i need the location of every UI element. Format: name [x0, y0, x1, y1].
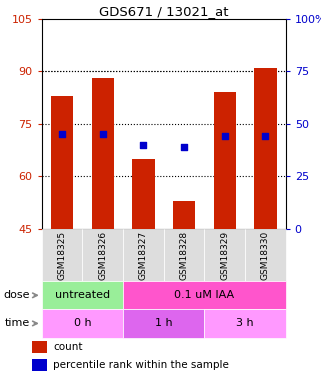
Bar [164, 229, 204, 281]
Point [181, 144, 187, 150]
Text: GSM18330: GSM18330 [261, 230, 270, 280]
Bar [91, 78, 114, 229]
Point [263, 134, 268, 140]
Bar [213, 92, 236, 229]
Bar [123, 229, 164, 281]
Point [59, 131, 65, 137]
Bar [42, 229, 82, 281]
Text: GSM18328: GSM18328 [179, 230, 188, 280]
Text: GSM18325: GSM18325 [57, 230, 66, 280]
Point [100, 131, 105, 137]
Bar [32, 359, 47, 371]
Point [141, 142, 146, 148]
Text: untreated: untreated [55, 290, 110, 300]
Bar [51, 96, 73, 229]
Text: 0 h: 0 h [74, 318, 91, 328]
Bar [132, 159, 154, 229]
Bar [42, 309, 123, 338]
Text: GSM18329: GSM18329 [220, 230, 229, 280]
Text: dose: dose [3, 290, 30, 300]
Text: count: count [53, 342, 82, 352]
Text: 1 h: 1 h [155, 318, 172, 328]
Bar [123, 309, 204, 338]
Bar [204, 229, 245, 281]
Bar [173, 201, 195, 229]
Text: time: time [4, 318, 30, 328]
Text: 3 h: 3 h [236, 318, 254, 328]
Bar [254, 68, 276, 229]
Bar [32, 341, 47, 353]
Text: percentile rank within the sample: percentile rank within the sample [53, 360, 229, 370]
Bar [123, 281, 286, 309]
Bar [42, 281, 123, 309]
Bar [245, 229, 286, 281]
Text: GSM18326: GSM18326 [98, 230, 107, 280]
Text: GSM18327: GSM18327 [139, 230, 148, 280]
Bar [82, 229, 123, 281]
Text: 0.1 uM IAA: 0.1 uM IAA [174, 290, 234, 300]
Point [222, 134, 227, 140]
Bar [204, 309, 286, 338]
Title: GDS671 / 13021_at: GDS671 / 13021_at [99, 4, 229, 18]
